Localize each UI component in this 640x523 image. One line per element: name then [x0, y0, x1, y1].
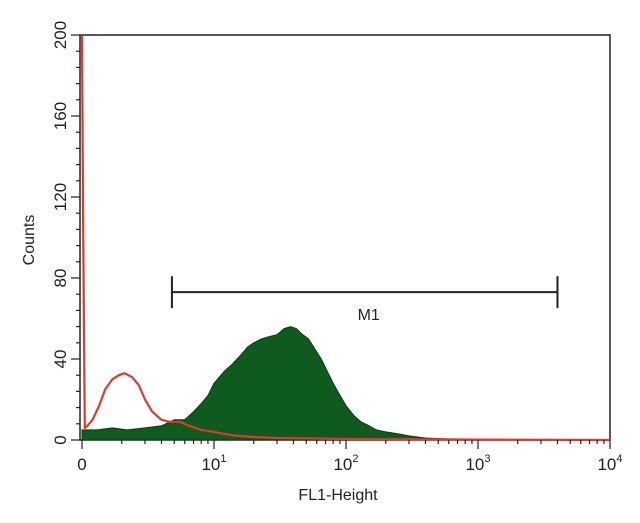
y-axis: 0 40 80 120 160 200: [51, 21, 80, 445]
y-tick-label: 200: [51, 21, 70, 49]
x-tick-label: 104: [597, 453, 622, 474]
outline-histogram-series: [80, 34, 611, 442]
x-tick-label: 103: [465, 453, 490, 474]
y-tick-label: 80: [51, 269, 70, 288]
plot-area: M1: [79, 34, 611, 442]
series-layer: [80, 34, 611, 442]
x-tick-label: 0: [77, 455, 86, 474]
filled-histogram-series: [81, 326, 611, 441]
x-tick-label: 102: [333, 453, 358, 474]
y-tick-label: 160: [51, 102, 70, 130]
y-axis-title: Counts: [21, 215, 38, 266]
y-tick-label: 0: [51, 435, 70, 444]
y-tick-label: 120: [51, 183, 70, 211]
gate-m1: M1: [170, 276, 559, 324]
plot-frame: [79, 34, 611, 441]
x-axis-title: FL1-Height: [298, 487, 378, 504]
x-axis: 0 101 102 103 104: [77, 440, 623, 474]
y-tick-label: 40: [51, 350, 70, 369]
gate-label: M1: [358, 307, 380, 324]
x-tick-label: 101: [201, 453, 226, 474]
